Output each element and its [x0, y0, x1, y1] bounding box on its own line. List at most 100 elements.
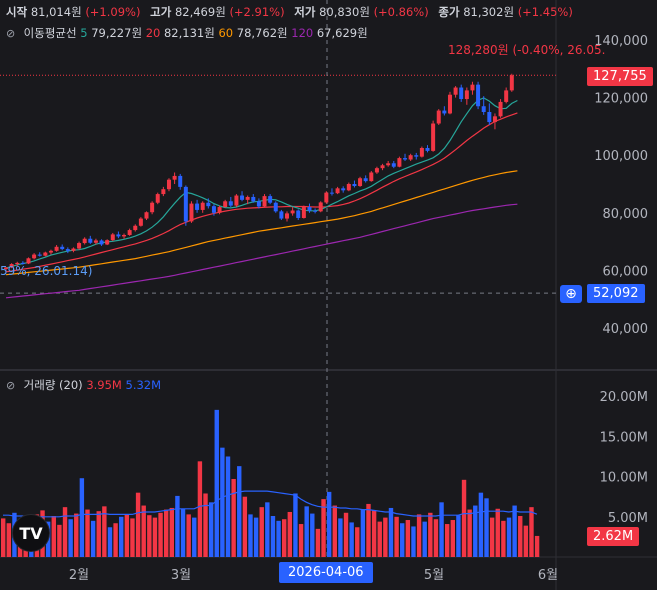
candle — [301, 205, 306, 219]
candle — [127, 228, 132, 236]
close-pct: (+1.45%) — [517, 5, 573, 19]
candle-body — [476, 84, 481, 107]
candle — [403, 153, 408, 161]
candle-body — [88, 238, 93, 243]
candle-body — [183, 186, 188, 222]
candle-body — [43, 252, 48, 256]
candle-body — [189, 203, 194, 222]
volume-label[interactable]: 거래량 (20) — [23, 378, 83, 392]
candle — [37, 252, 42, 257]
candle — [380, 163, 385, 171]
candle — [32, 253, 37, 260]
candle-body — [279, 211, 284, 219]
tradingview-logo[interactable]: TV — [12, 514, 50, 552]
candle-body — [82, 238, 87, 244]
candle — [195, 199, 200, 213]
candle-body — [71, 248, 76, 251]
candle — [442, 106, 447, 116]
candle-body — [268, 196, 273, 203]
candle-body — [481, 106, 486, 112]
candle-body — [498, 101, 503, 117]
time-tick-label: 6월 — [538, 568, 558, 583]
volume-bar — [197, 461, 203, 557]
volume-visibility-icon[interactable]: ⊘ — [6, 379, 16, 392]
volume-current: 3.95M — [86, 378, 122, 392]
candle — [391, 160, 396, 169]
ma-legend: ⊘ 이동평균선 5 79,227원 20 82,131원 60 78,762원 … — [6, 25, 368, 41]
candle — [65, 247, 70, 254]
candle — [504, 87, 509, 104]
volume-bar — [225, 456, 231, 557]
volume-bar — [158, 512, 163, 557]
candle-body — [419, 148, 424, 157]
ma60-line — [5, 170, 518, 276]
candle — [228, 196, 233, 208]
candle — [77, 241, 82, 250]
add-price-button[interactable]: ⊕ — [560, 285, 582, 303]
volume-bar — [461, 479, 467, 557]
candle-body — [26, 258, 31, 264]
candle-body — [110, 234, 115, 241]
ma20-period: 20 — [145, 26, 161, 40]
candle — [178, 173, 183, 190]
candle — [150, 201, 155, 215]
volume-bar — [276, 520, 281, 557]
candle — [217, 205, 222, 215]
candle — [296, 209, 301, 220]
candle-body — [425, 148, 430, 151]
candle — [285, 211, 289, 222]
volume-bar — [237, 466, 242, 557]
volume-bar — [231, 479, 236, 557]
ma5-value: 79,227원 — [91, 26, 143, 40]
candle-body — [195, 203, 200, 210]
candle-body — [105, 240, 110, 245]
volume-bar — [107, 527, 113, 557]
candle — [436, 109, 441, 125]
volume-bar — [79, 478, 85, 557]
candle-body — [20, 262, 25, 264]
volume-bar — [523, 525, 529, 557]
candle — [116, 231, 121, 239]
candle — [476, 81, 481, 110]
volume-bar — [192, 517, 197, 557]
low-annotation: 59%, 26.01.14) — [0, 264, 92, 278]
volume-bar — [473, 505, 478, 557]
candle — [262, 194, 267, 208]
high-annotation: 128,280원 (-0.40%, 26.05. — [448, 43, 605, 57]
candle — [105, 239, 110, 246]
volume-bar — [96, 511, 101, 557]
ma120-line — [5, 203, 518, 299]
candle — [481, 96, 486, 115]
volume-bar — [439, 502, 444, 557]
candle-body — [144, 212, 149, 219]
candle — [4, 266, 8, 271]
candle — [464, 87, 469, 105]
candle-body — [32, 254, 37, 259]
volume-bar — [1, 518, 6, 557]
volume-bar — [163, 509, 169, 557]
volume-tick-label: 15.00M — [600, 430, 648, 445]
candle — [273, 201, 278, 213]
volume-bar — [51, 515, 56, 557]
candle — [487, 103, 492, 125]
volume-bar — [489, 517, 495, 557]
ma5-period: 5 — [80, 26, 88, 40]
candle-body — [251, 196, 256, 202]
volume-bar — [169, 507, 174, 557]
candle-body — [245, 196, 250, 200]
ma-label[interactable]: 이동평균선 — [23, 26, 77, 40]
high-pct: (+2.91%) — [229, 5, 285, 19]
visibility-toggle-icon[interactable]: ⊘ — [6, 27, 16, 40]
high-value: 82,469원 — [174, 5, 226, 19]
volume-bar — [518, 515, 523, 557]
volume-bar — [282, 519, 287, 557]
candle — [318, 201, 323, 213]
time-tick-label: 2월 — [69, 568, 89, 583]
candle-body — [459, 87, 464, 100]
volume-last-tag: 2.62M — [587, 527, 640, 546]
volume-bar — [152, 517, 158, 557]
candle-body — [509, 75, 514, 91]
candle — [386, 160, 391, 167]
